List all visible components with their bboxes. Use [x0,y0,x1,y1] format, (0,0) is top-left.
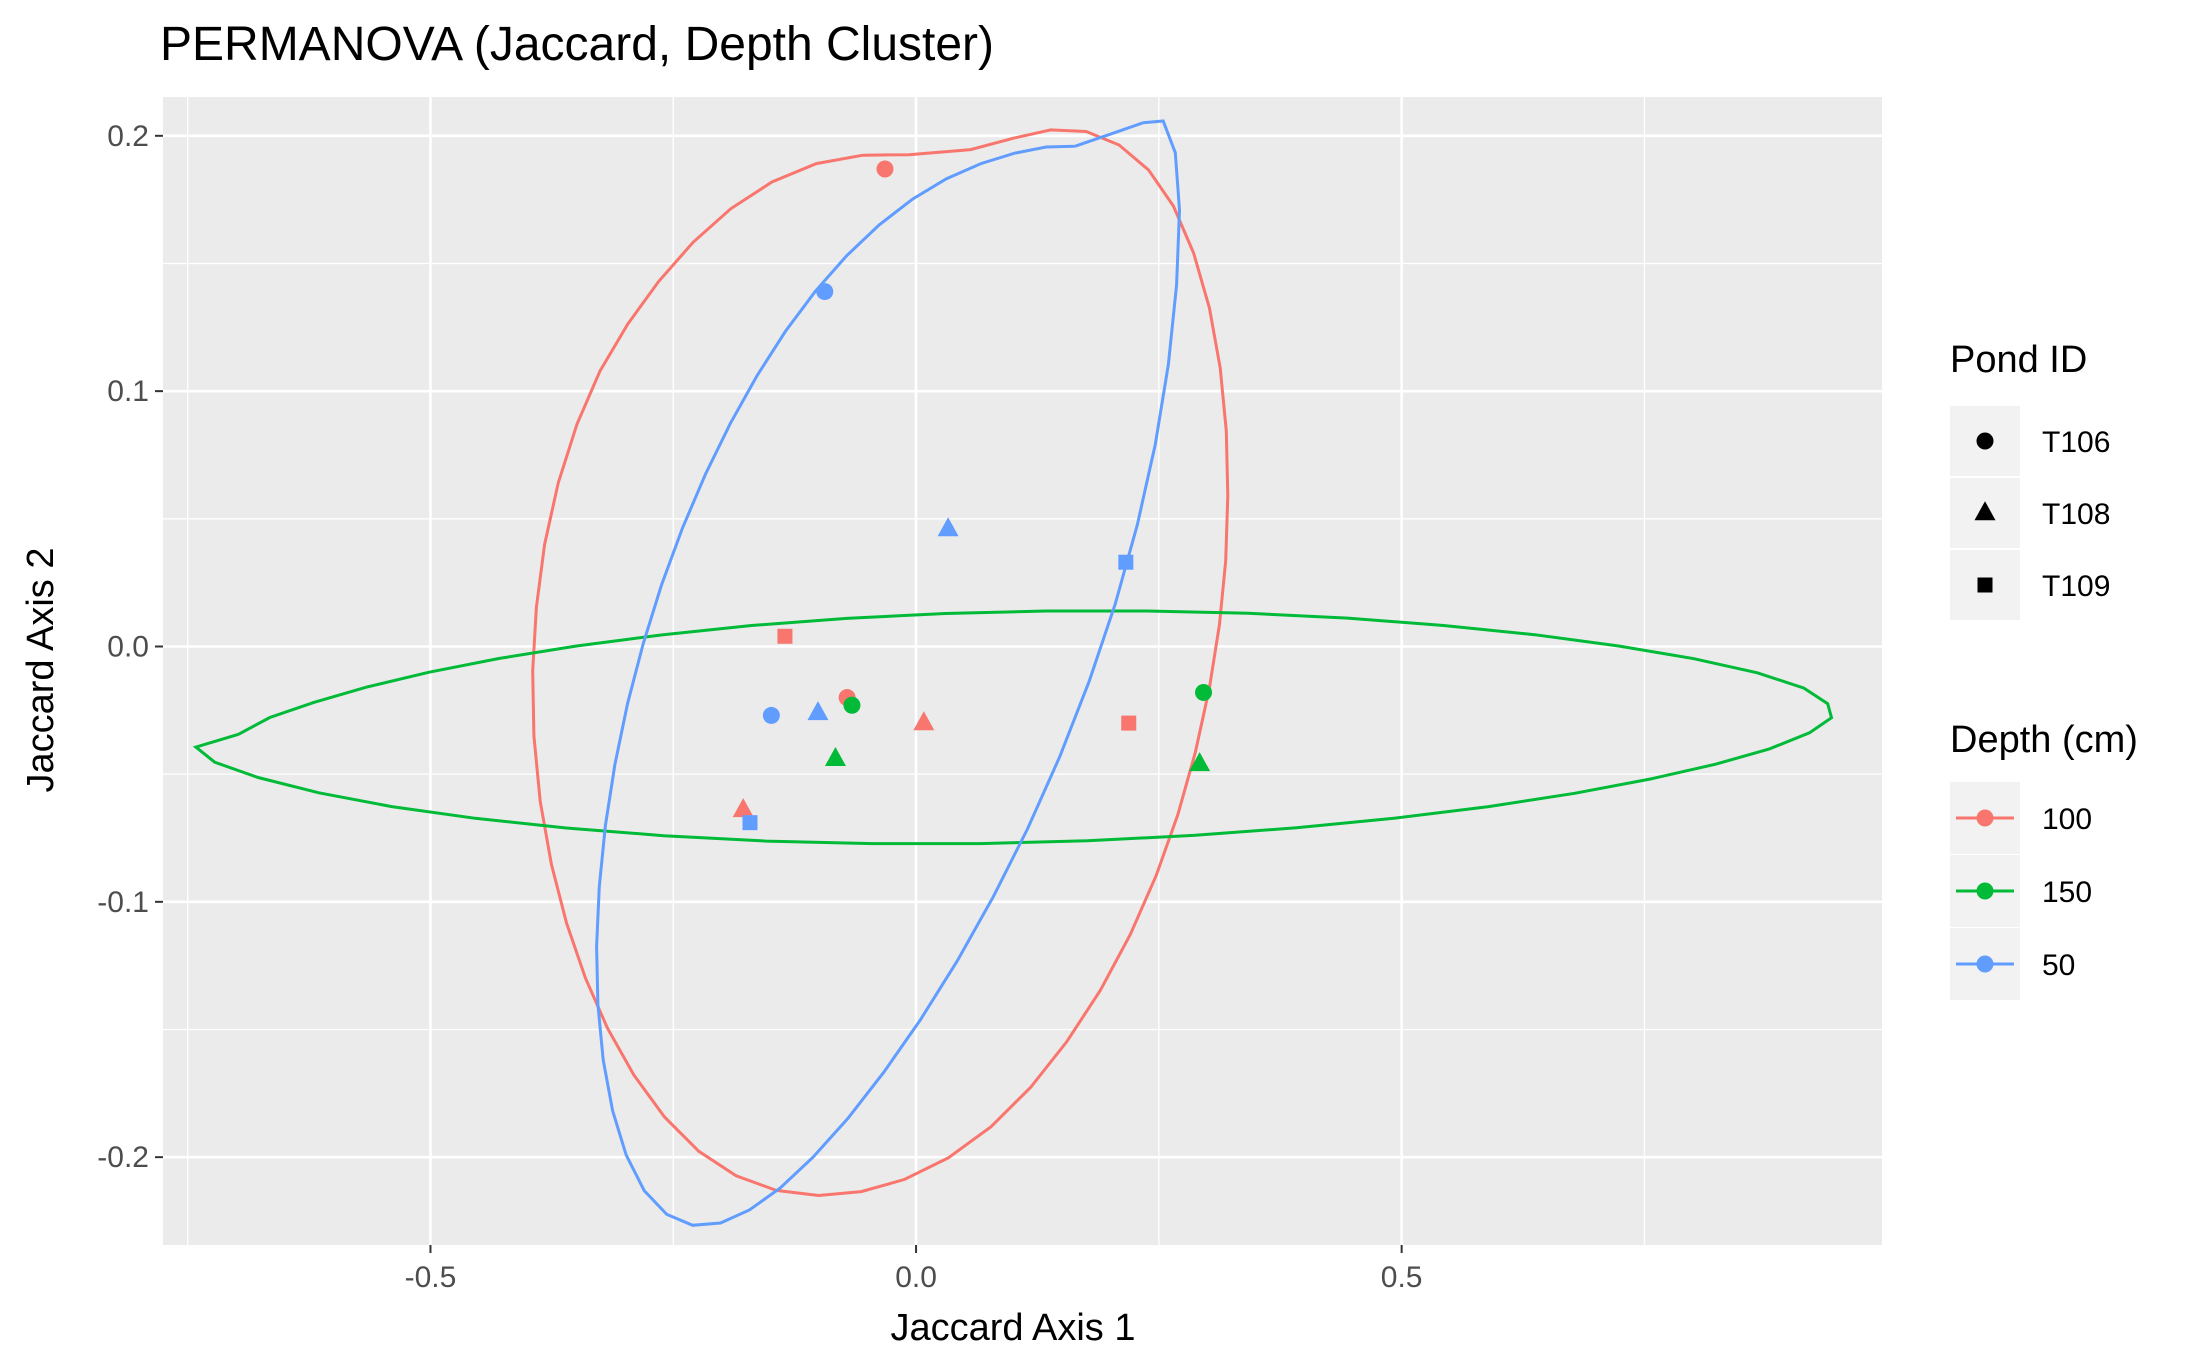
ellipse-depth-100 [531,128,1230,1198]
y-tick-label: -0.1 [97,886,149,919]
point-t108-depth-50 [807,701,829,721]
legend-key-point [1976,882,1994,900]
panel-background [163,97,1882,1245]
legend-key-circle [1976,432,1994,450]
data-points [732,160,1213,831]
legend-label-depth: 50 [2042,949,2075,982]
legend-title-depth: Depth (cm) [1950,719,2138,761]
legend-title-pond-id: Pond ID [1950,339,2087,381]
ellipse-depth-150 [192,609,1834,846]
x-tick-label: 0.5 [1381,1261,1423,1294]
point-t106-depth-150 [1195,683,1213,701]
axes: -0.5 0.0 0.5 -0.2 -0.1 0.0 0.1 0.2 [97,120,1422,1294]
point-t109-depth-100 [1121,715,1137,731]
legend: Pond ID T106 T108 T109 Depth (cm) 100 150 50 [1950,339,2138,1000]
point-t106-depth-150 [843,696,861,714]
legend-label-pond: T106 [2042,426,2110,459]
y-tick-label: 0.2 [107,120,149,153]
legend-label-pond: T109 [2042,570,2110,603]
confidence-ellipses [192,119,1834,1227]
legend-key-square [1977,577,1993,593]
point-t106-depth-50 [762,706,780,724]
legend-label-depth: 150 [2042,876,2092,909]
x-axis-title: Jaccard Axis 1 [891,1307,1136,1349]
x-tick-label: -0.5 [405,1261,457,1294]
point-t108-depth-50 [937,517,959,537]
point-t108-depth-100 [732,798,754,818]
y-tick-label: -0.2 [97,1141,149,1174]
y-axis-title: Jaccard Axis 2 [20,548,62,793]
point-t106-depth-100 [876,160,894,178]
y-tick-label: 0.0 [107,630,149,663]
legend-key-point [1976,809,1994,827]
point-t108-depth-100 [913,711,935,731]
point-t106-depth-50 [816,283,834,301]
legend-label-depth: 100 [2042,803,2092,836]
point-t109-depth-100 [777,628,793,644]
point-t108-depth-150 [1189,752,1211,772]
x-tick-label: 0.0 [895,1261,937,1294]
point-t109-depth-50 [742,815,758,831]
point-t109-depth-50 [1118,554,1134,570]
chart-title: PERMANOVA (Jaccard, Depth Cluster) [160,18,994,71]
legend-key-triangle [1974,501,1996,521]
plot-panel [163,97,1882,1245]
point-t108-depth-150 [824,747,846,767]
ellipse-depth-50 [595,119,1182,1227]
legend-label-pond: T108 [2042,498,2110,531]
legend-key-point [1976,955,1994,973]
y-tick-label: 0.1 [107,375,149,408]
